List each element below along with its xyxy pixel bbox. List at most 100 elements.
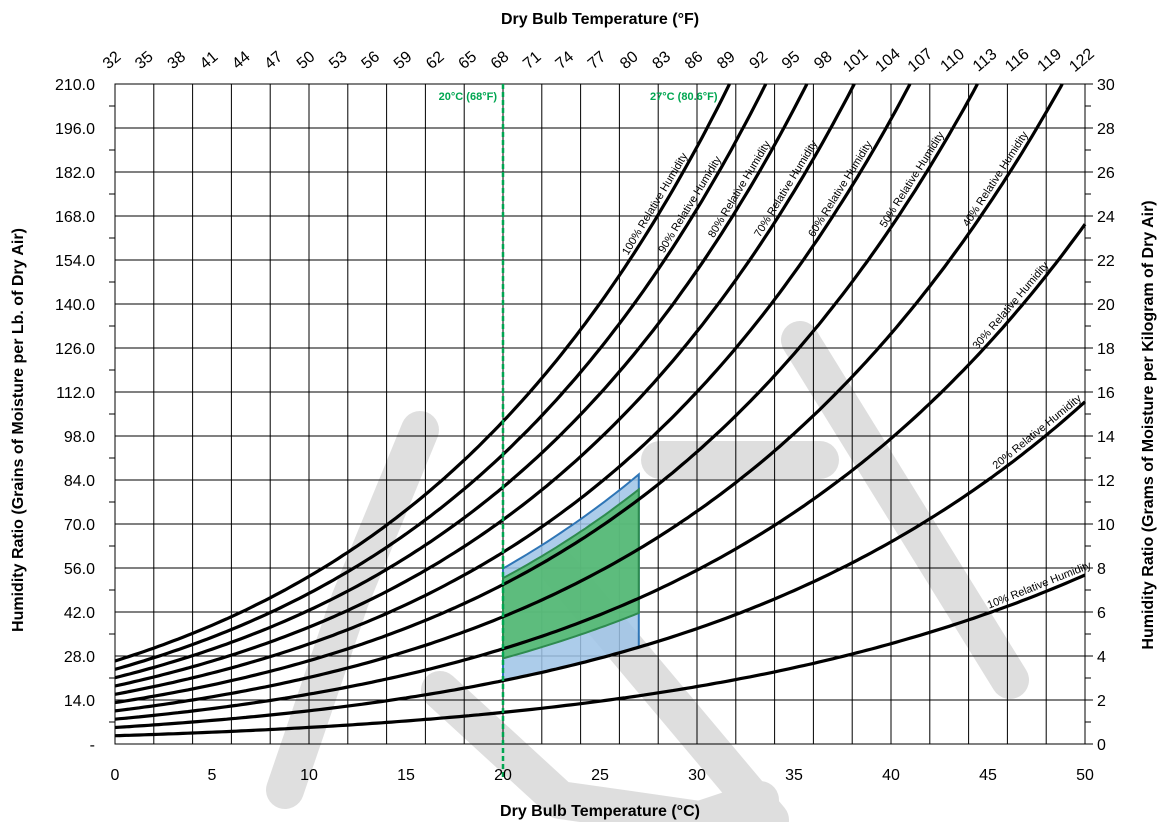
y2-tick-label: 22: [1097, 253, 1115, 270]
x2-tick-label: 95: [779, 48, 804, 73]
x-tick-label: 25: [591, 767, 609, 784]
x-tick-label: 30: [688, 767, 706, 784]
y-tick-label: 70.0: [64, 517, 95, 534]
rh-curve-10: [114, 573, 1086, 738]
y2-tick-label: 2: [1097, 693, 1106, 710]
x-tick-label: 20: [494, 767, 512, 784]
x-tick-label: 45: [979, 767, 997, 784]
y2-tick-label: 4: [1097, 649, 1106, 666]
x-axis-title: Dry Bulb Temperature (°C): [500, 803, 700, 820]
y-tick-label: 196.0: [55, 121, 95, 138]
y2-tick-label: 8: [1097, 561, 1106, 578]
rh-label-40: 40% Relative Humidity: [961, 129, 1031, 229]
rh-label-20: 20% Relative Humidity: [991, 392, 1085, 472]
x2-tick-label: 113: [970, 46, 1001, 75]
x-tick-label: 50: [1076, 767, 1094, 784]
x2-tick-label: 119: [1035, 46, 1066, 75]
watermark-stroke-d: [421, 671, 779, 822]
x2-tick-label: 80: [617, 48, 642, 73]
y-tick-label: 126.0: [55, 341, 95, 358]
rh-label-50: 50% Relative Humidity: [878, 129, 947, 229]
rh-curve-90: [114, 83, 768, 671]
rh-label-30: 30% Relative Humidity: [971, 259, 1052, 351]
y2-tick-label: 0: [1097, 737, 1106, 754]
x2-tick-label: 71: [520, 48, 545, 73]
y-tick-label: 98.0: [64, 429, 95, 446]
rh-curve-20: [114, 400, 1087, 730]
rh-curve-60: [114, 83, 912, 696]
x2-tick-label: 89: [714, 48, 739, 73]
y2-tick-label: 30: [1097, 77, 1115, 94]
y2-tick-label: 14: [1097, 429, 1115, 446]
x2-tick-label: 47: [262, 48, 287, 73]
rh-label-90: 90% Relative Humidity: [656, 154, 724, 255]
watermark-stroke-right: [781, 321, 1029, 699]
rh-curve-80: [114, 83, 809, 680]
x2-tick-label: 107: [905, 45, 936, 75]
y2-tick-label: 10: [1097, 517, 1115, 534]
x2-tick-label: 74: [553, 48, 578, 73]
plot-frame: [114, 83, 1086, 745]
y-tick-label: 140.0: [55, 297, 95, 314]
y2-axis-title: Humidity Ratio (Grams of Moisture per Ki…: [1140, 200, 1157, 649]
x2-tick-label: 98: [811, 48, 836, 73]
reference-label-27c: 27°C (80.6°F): [650, 91, 718, 103]
y-axis-title: Humidity Ratio (Grains of Moisture per L…: [10, 228, 27, 632]
y-tick-label: 14.0: [64, 693, 95, 710]
x-tick-label: 40: [882, 767, 900, 784]
y-tick-label: 28.0: [64, 649, 95, 666]
x2-tick-label: 122: [1066, 45, 1097, 75]
x2-tick-label: 59: [391, 48, 416, 73]
x2-tick-label: 50: [294, 48, 319, 73]
x-tick-label: 35: [785, 767, 803, 784]
x2-tick-label: 53: [326, 48, 351, 73]
rh-curve-30: [114, 223, 1087, 721]
x2-tick-label: 44: [229, 48, 254, 73]
y-tick-label: 112.0: [56, 385, 95, 402]
rh-curve-100: [114, 83, 731, 663]
x2-tick-label: 62: [423, 48, 448, 73]
x2-tick-label: 38: [165, 48, 190, 73]
watermark-draft: [266, 321, 1029, 822]
x2-tick-label: 68: [488, 48, 513, 73]
y-tick-label: 84.0: [64, 473, 95, 490]
y2-tick-label: 26: [1097, 165, 1115, 182]
reference-lines: 20°C (68°F) 27°C (80.6°F): [439, 84, 718, 778]
x2-tick-label: 86: [682, 48, 707, 73]
rh-curve-40: [114, 83, 1064, 713]
x2-tick-label: 83: [650, 48, 675, 73]
y-tick-label: 182.0: [55, 165, 95, 182]
y2-tick-label: 12: [1097, 473, 1115, 490]
x-tick-label: 5: [208, 767, 217, 784]
y2-tick-label: 28: [1097, 121, 1115, 138]
x2-tick-label: 101: [840, 45, 871, 75]
x-tick-label: 15: [397, 767, 415, 784]
y2-tick-label: 6: [1097, 605, 1106, 622]
y2-tick-label: 18: [1097, 341, 1115, 358]
x-tick-label: 0: [111, 767, 120, 784]
y-tick-label: 210.0: [55, 77, 95, 94]
rh-label-10: 10% Relative Humidity: [986, 559, 1094, 611]
y2-tick-label: 16: [1097, 385, 1115, 402]
green-zone: [502, 487, 640, 660]
x2-tick-label: 65: [456, 48, 481, 73]
y-tick-label: 168.0: [55, 209, 95, 226]
x2-tick-label: 56: [359, 48, 384, 73]
x2-tick-label: 35: [132, 48, 157, 73]
x2-tick-label: 110: [938, 46, 969, 75]
y2-tick-label: 20: [1097, 297, 1115, 314]
x2-tick-label: 32: [100, 48, 125, 73]
y2-tick-label: 24: [1097, 209, 1115, 226]
y-tick-label: 42.0: [64, 605, 95, 622]
x2-tick-label: 104: [872, 45, 903, 75]
x2-tick-label: 77: [585, 48, 610, 73]
x2-tick-label: 92: [747, 48, 772, 73]
x2-tick-label: 116: [1002, 46, 1033, 75]
y-tick-label: 56.0: [64, 561, 95, 578]
x2-tick-label: 41: [197, 48, 222, 73]
rh-curve-50: [114, 83, 979, 705]
rh-label-100: 100% Relative Humidity: [620, 150, 691, 257]
watermark-stroke-left: [266, 411, 439, 809]
comfort-regions: [502, 472, 640, 682]
